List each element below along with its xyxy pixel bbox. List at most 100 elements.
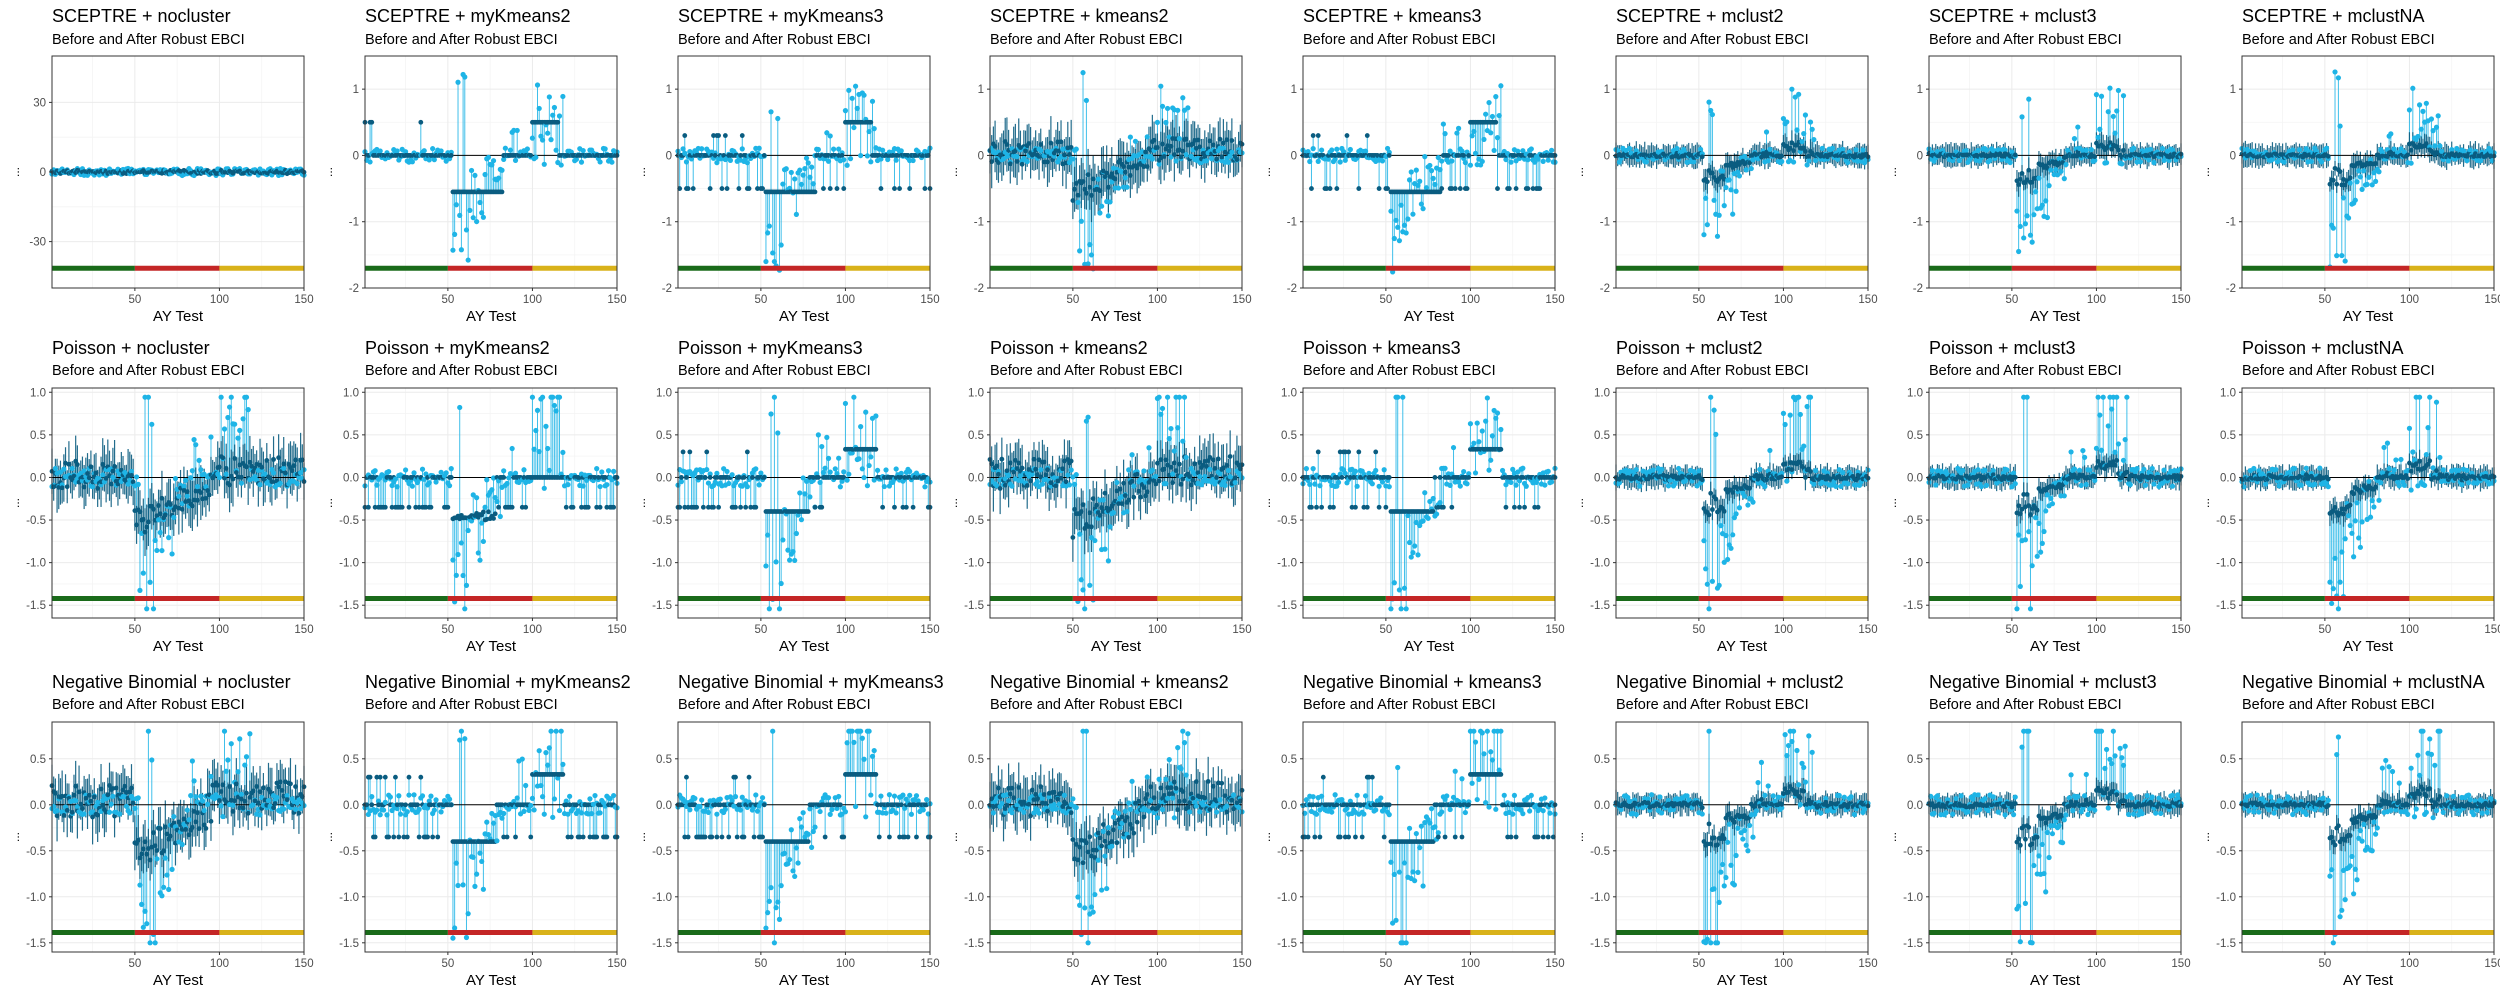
point-before — [557, 113, 562, 118]
point-after — [129, 473, 134, 478]
point-before — [699, 146, 704, 151]
point-before — [2106, 109, 2111, 114]
y-tick-label: 0 — [40, 167, 46, 179]
point-before — [579, 159, 584, 164]
point-before — [2282, 159, 2287, 164]
point-before — [560, 94, 565, 99]
point-after — [1526, 186, 1531, 191]
point-after — [85, 471, 90, 476]
point-before — [1854, 147, 1859, 152]
point-before — [1789, 87, 1794, 92]
point-before — [1089, 252, 1094, 257]
point-before — [477, 200, 482, 205]
point-before — [2434, 125, 2439, 130]
point-before — [1177, 136, 1182, 141]
point-after — [907, 186, 912, 191]
point-before — [146, 395, 151, 400]
point-before — [1459, 149, 1464, 154]
point-after — [146, 520, 151, 525]
point-before — [1733, 189, 1738, 194]
point-before — [2084, 148, 2089, 153]
point-before — [197, 458, 202, 463]
point-before — [816, 147, 821, 152]
point-before — [141, 571, 146, 576]
point-before — [1515, 149, 1520, 154]
point-before — [2424, 101, 2429, 106]
panel-subtitle: Before and After Robust EBCI — [365, 32, 558, 48]
point-before — [462, 74, 467, 79]
point-before — [2346, 215, 2351, 220]
point-before — [1860, 147, 1865, 152]
point-before — [2358, 174, 2363, 179]
plot-background — [1616, 56, 1868, 288]
point-before — [1764, 129, 1769, 134]
point-before — [1160, 104, 1165, 109]
point-before — [1124, 185, 1129, 190]
panel-subtitle: Before and After Robust EBCI — [990, 32, 1183, 48]
point-before — [2337, 123, 2342, 128]
point-before — [525, 146, 530, 151]
point-before — [1541, 159, 1546, 164]
point-before — [2104, 160, 2109, 165]
point-before — [537, 106, 542, 111]
point-before — [865, 153, 870, 158]
point-after — [1145, 164, 1150, 169]
point-after — [835, 186, 840, 191]
point-before — [137, 588, 142, 593]
point-before — [1722, 203, 1727, 208]
point-before — [843, 108, 848, 113]
point-before — [169, 551, 174, 556]
point-before — [535, 82, 540, 87]
y-tick-label: 0 — [1917, 150, 1923, 162]
point-after — [736, 186, 741, 191]
point-before — [173, 476, 178, 481]
point-before — [680, 146, 685, 151]
point-before — [2275, 159, 2280, 164]
point-after — [1211, 142, 1216, 147]
point-before — [2160, 146, 2165, 151]
y-tick-label: -1 — [349, 217, 359, 229]
point-after — [923, 186, 928, 191]
y-axis-label: ... — [1885, 167, 1899, 177]
point-before — [2119, 161, 2124, 166]
point-after — [1128, 173, 1133, 178]
point-after — [868, 120, 873, 125]
point-before — [1813, 158, 1818, 163]
point-before — [1338, 159, 1343, 164]
point-before — [2072, 136, 2077, 141]
point-before — [831, 147, 836, 152]
point-after — [1162, 154, 1167, 159]
point-before — [1490, 114, 1495, 119]
point-after — [813, 189, 818, 194]
point-before — [1779, 159, 1784, 164]
point-after — [2373, 161, 2378, 166]
point-before — [1123, 175, 1128, 180]
point-before — [1456, 126, 1461, 131]
point-before — [1525, 157, 1530, 162]
y-tick-label: -1 — [974, 217, 984, 229]
x-tick-label: 50 — [2005, 294, 2018, 306]
point-before — [455, 80, 460, 85]
point-before — [1141, 159, 1146, 164]
point-before — [740, 146, 745, 151]
point-before — [1077, 248, 1082, 253]
point-after — [1123, 170, 1128, 175]
y-axis-label: ... — [1572, 167, 1586, 177]
point-after — [1081, 179, 1086, 184]
point-before — [853, 84, 858, 89]
point-after — [1026, 141, 1031, 146]
panel-subtitle: Before and After Robust EBCI — [1303, 32, 1496, 48]
point-before — [515, 128, 520, 133]
point-before — [513, 158, 518, 163]
point-before — [1441, 121, 1446, 126]
y-tick-label: -2 — [1287, 283, 1297, 295]
point-after — [110, 469, 115, 474]
point-before — [1468, 163, 1473, 168]
point-after — [725, 186, 730, 191]
point-before — [1392, 236, 1397, 241]
point-before — [1796, 92, 1801, 97]
point-before — [880, 148, 885, 153]
point-before — [1480, 159, 1485, 164]
x-tick-label: 50 — [2318, 294, 2331, 306]
